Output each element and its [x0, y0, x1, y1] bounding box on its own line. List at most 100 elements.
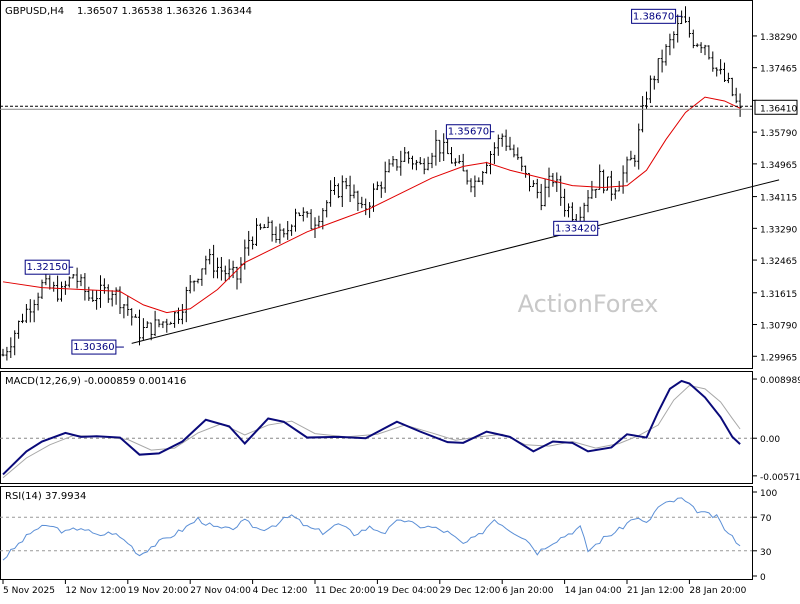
candle: [407, 151, 411, 164]
candle: [102, 278, 106, 294]
candle: [707, 45, 711, 60]
candle: [723, 62, 726, 82]
rsi-panel: RSI(14) 37.9934 100 70 30 0: [0, 486, 777, 583]
time-tick-label: 29 Dec 12:00: [440, 586, 501, 596]
rsi-axis: 100 70 30 0: [0, 489, 777, 583]
candle: [512, 144, 516, 158]
candle: [200, 268, 204, 286]
candle: [633, 154, 637, 167]
candle: [450, 146, 453, 164]
rsi-tick-label: 100: [760, 489, 777, 499]
price-tick-label: 1.34965: [760, 161, 797, 171]
candle: [122, 303, 126, 319]
candle: [465, 169, 469, 185]
candle: [399, 150, 403, 176]
candle: [180, 303, 184, 325]
candle: [126, 295, 130, 316]
candle: [138, 309, 141, 346]
svg-text:1.35670: 1.35670: [448, 127, 489, 138]
current-price-line: 1.36410: [0, 99, 798, 115]
candle: [426, 156, 430, 171]
candle: [344, 177, 348, 190]
candle: [36, 292, 40, 311]
candle: [9, 337, 13, 359]
candle: [360, 196, 364, 209]
price-annotation: 1.35670: [445, 124, 495, 140]
candle: [134, 314, 138, 318]
price-tick-label: 1.35790: [760, 129, 797, 139]
price-annotation: 1.30360: [71, 339, 124, 355]
macd-title: MACD(12,26,9) -0.000859 0.001416: [5, 376, 186, 387]
candle: [364, 198, 368, 216]
candle: [336, 183, 340, 199]
candle: [239, 257, 243, 284]
rsi-tick-label: 30: [760, 548, 772, 558]
macd-signal-series: [2, 384, 741, 479]
candle: [375, 181, 379, 191]
candle: [414, 159, 418, 171]
candle: [539, 183, 543, 211]
moving-average-line: [2, 96, 741, 314]
rsi-tick-label: 0: [760, 573, 766, 583]
candle: [13, 330, 17, 356]
candle: [535, 178, 539, 199]
candle: [594, 188, 598, 199]
candle: [196, 278, 200, 284]
ma-series: [2, 96, 741, 314]
macd-tick-label: -0.005715: [760, 473, 800, 483]
candle: [305, 211, 309, 218]
candle: [247, 230, 251, 256]
candle: [430, 152, 434, 169]
candle: [204, 255, 208, 275]
macd-tick-label: 0.008989: [760, 376, 800, 386]
candle: [403, 147, 407, 162]
candle: [438, 139, 442, 162]
candle: [212, 244, 216, 279]
candle: [219, 256, 223, 281]
candle: [40, 279, 44, 300]
price-tick-label: 1.31615: [760, 290, 797, 300]
candle: [504, 129, 508, 151]
time-tick-label: 12 Nov 12:00: [65, 586, 126, 596]
candle: [469, 178, 473, 193]
candle: [418, 156, 422, 165]
macd-lines: [2, 379, 741, 479]
candle: [648, 75, 652, 104]
candle: [434, 129, 438, 166]
current-price-label: 1.36410: [760, 104, 797, 114]
price-annotation: 1.33420: [553, 220, 600, 236]
candle: [169, 321, 173, 325]
price-tick-label: 1.33290: [760, 225, 797, 235]
candle: [719, 59, 723, 75]
candle: [192, 280, 196, 292]
candle: [395, 159, 399, 171]
candle: [672, 31, 676, 49]
candle: [317, 215, 321, 229]
candle: [266, 216, 270, 228]
candle: [508, 136, 512, 151]
candle: [63, 280, 67, 295]
candle: [216, 257, 219, 279]
candle: [91, 290, 95, 302]
time-tick-label: 4 Dec 12:00: [253, 586, 308, 596]
candle: [551, 173, 555, 187]
candle: [656, 58, 660, 84]
candle: [83, 273, 87, 301]
candle: [286, 221, 290, 240]
candle: [227, 259, 231, 280]
candle: [676, 14, 680, 43]
candle: [161, 321, 165, 329]
macd-tick-label: 0.00: [760, 435, 780, 445]
price-annotation: 1.32150: [24, 259, 74, 275]
candle: [114, 287, 118, 305]
candle: [531, 180, 535, 187]
candle: [598, 164, 602, 190]
candle: [738, 93, 742, 117]
candle: [734, 87, 738, 104]
candle: [282, 228, 286, 238]
candle: [297, 212, 301, 217]
candle: [251, 236, 255, 250]
candle: [411, 155, 414, 170]
candle: [680, 10, 684, 25]
candle: [609, 170, 613, 201]
